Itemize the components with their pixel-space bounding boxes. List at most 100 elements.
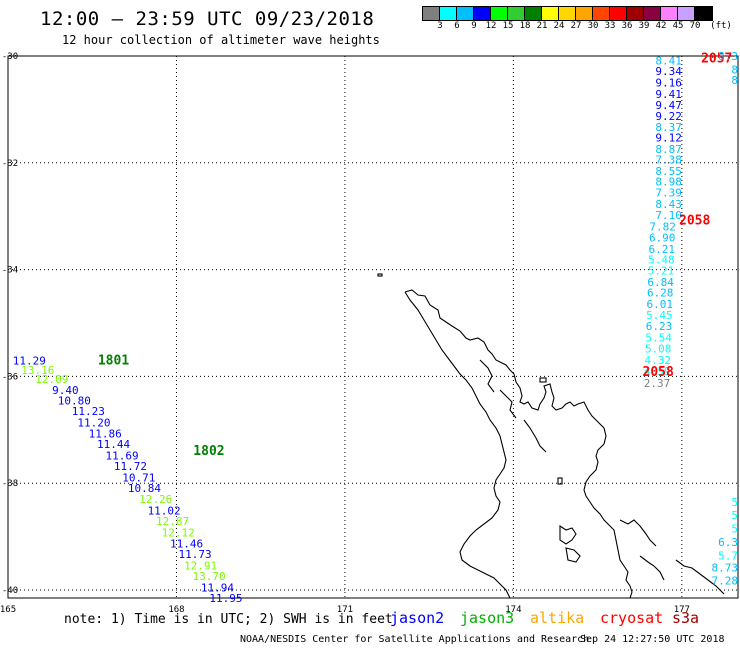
east-cape-detail	[639, 555, 665, 581]
legend-tick-label: 3	[437, 21, 443, 31]
wave-height-value: 2.37	[644, 377, 671, 390]
wave-height-value: 12.12	[162, 526, 195, 539]
satellite-jason2: jason2	[390, 609, 445, 627]
satellite-cryosat: cryosat	[600, 609, 664, 627]
wave-height-value: 8.41	[655, 54, 682, 67]
legend-tick-label: 21	[536, 21, 548, 31]
wave-height-value: 12.26	[139, 493, 172, 506]
legend-swatch	[525, 7, 542, 20]
wave-height-value: 7.38	[655, 154, 682, 167]
harbour-detail-2	[499, 389, 517, 419]
lat-tick-label: -34	[2, 266, 18, 276]
hawke-bay-detail	[619, 519, 657, 547]
north-island-coast	[404, 289, 633, 599]
wave-height-value: 6.01	[647, 298, 674, 311]
credit-line: NOAA/NESDIS Center for Satellite Applica…	[240, 634, 590, 645]
lon-tick-label: 168	[168, 605, 184, 615]
legend-tick-label: 45	[672, 21, 684, 31]
legend-tick-label: 18	[519, 21, 531, 31]
lat-tick-label: -40	[2, 586, 18, 596]
wave-height-value: 4.59	[644, 365, 671, 378]
wave-height-value: 10.80	[58, 394, 91, 407]
wave-height-value: 5.45	[646, 309, 673, 322]
wave-height-value: 5.54	[645, 331, 672, 344]
wave-height-value: 11.94	[201, 581, 234, 594]
legend-tick-label: 30	[587, 21, 599, 31]
wave-height-value: 7.39	[655, 187, 682, 200]
legend-swatch	[423, 7, 440, 20]
wave-height-value: 5.21	[648, 265, 675, 278]
legend-tick-label: 70	[689, 21, 701, 31]
legend-tick-label: 27	[570, 21, 582, 31]
wave-height-value: 8	[731, 74, 738, 87]
wave-height-value: 8.73	[712, 562, 739, 575]
wave-height-value: 11.46	[170, 538, 203, 551]
wave-height-value: 12.87	[156, 515, 189, 528]
wave-height-value: 6.90	[649, 232, 676, 245]
islet-4	[539, 377, 547, 383]
wave-height-value: 12.91	[184, 559, 217, 572]
legend-swatch	[542, 7, 559, 20]
wave-height-value: 9.40	[52, 384, 79, 397]
satellite-s3a: s3a	[672, 609, 700, 627]
legend-swatch	[440, 7, 457, 20]
legend-swatch	[508, 7, 525, 20]
wave-height-value: 6.84	[647, 276, 674, 289]
lon-tick-label: 177	[674, 605, 690, 615]
wave-height-value: 8.87	[655, 143, 682, 156]
wave-height-value: 8.43	[655, 198, 682, 211]
wave-height-value: 13.16	[21, 364, 54, 377]
legend-swatch	[627, 7, 644, 20]
wave-height-value: 5.08	[645, 343, 672, 356]
legend-tick-label: 12	[485, 21, 497, 31]
south-island-tip	[675, 559, 725, 595]
wave-height-value: 11.29	[13, 354, 46, 367]
wave-height-value: 9.34	[655, 65, 682, 78]
legend-tick-label: 9	[471, 21, 477, 31]
wave-height-value: 10.71	[122, 471, 155, 484]
wave-height-value: 8.55	[655, 165, 682, 178]
wave-height-value: 11.02	[148, 504, 181, 517]
lon-tick-label: 174	[505, 605, 521, 615]
wave-height-value: 10.84	[128, 482, 161, 495]
wave-height-value: 5	[731, 496, 738, 509]
wave-height-value: 9.12	[655, 132, 682, 145]
legend-swatch	[610, 7, 627, 20]
legend-swatch	[695, 7, 712, 20]
page-title: 12:00 – 23:59 UTC 09/23/2018	[40, 8, 375, 30]
wave-height-value: 11.95	[209, 592, 242, 605]
wave-height-value: 6.23	[646, 320, 673, 333]
wave-height-value: 5.7	[718, 549, 738, 562]
legend-tick-label: 33	[604, 21, 616, 31]
islet-1	[559, 524, 577, 545]
lat-tick-label: -32	[2, 159, 18, 169]
wave-height-value: 11.73	[178, 548, 211, 561]
pass-time-label: 1801	[98, 353, 129, 368]
wave-height-value: 11.69	[105, 449, 138, 462]
wave-height-value: 5.48	[648, 253, 675, 266]
wave-height-value: 11.72	[114, 460, 147, 473]
legend-tick-label: 24	[553, 21, 565, 31]
satellite-altika: altika	[530, 609, 585, 627]
legend-swatch	[559, 7, 576, 20]
wave-height-value: 7.10	[655, 209, 682, 222]
pass-time-label: 2058	[643, 365, 674, 380]
legend-swatch	[661, 7, 678, 20]
map-frame	[7, 55, 739, 599]
legend-swatch	[593, 7, 610, 20]
legend-swatch	[576, 7, 593, 20]
lat-tick-label: -38	[2, 479, 18, 489]
generation-timestamp: Sep 24 12:27:50 UTC 2018	[580, 634, 725, 645]
wave-height-value: 7.28	[712, 574, 739, 587]
legend-tick-label: 36	[621, 21, 633, 31]
wave-height-value: 4.32	[645, 354, 672, 367]
wave-height-value: 11.44	[97, 438, 130, 451]
lon-tick-label: 171	[337, 605, 353, 615]
legend-tick-label: 15	[502, 21, 514, 31]
legend-tick-label: 39	[638, 21, 650, 31]
wave-height-value: 9.41	[655, 88, 682, 101]
legend-tick-label: 6	[454, 21, 460, 31]
legend-unit: (ft)	[710, 21, 732, 31]
coastline	[377, 273, 725, 599]
wave-height-labels: 8.419.349.169.419.479.228.379.128.877.38…	[13, 50, 738, 605]
